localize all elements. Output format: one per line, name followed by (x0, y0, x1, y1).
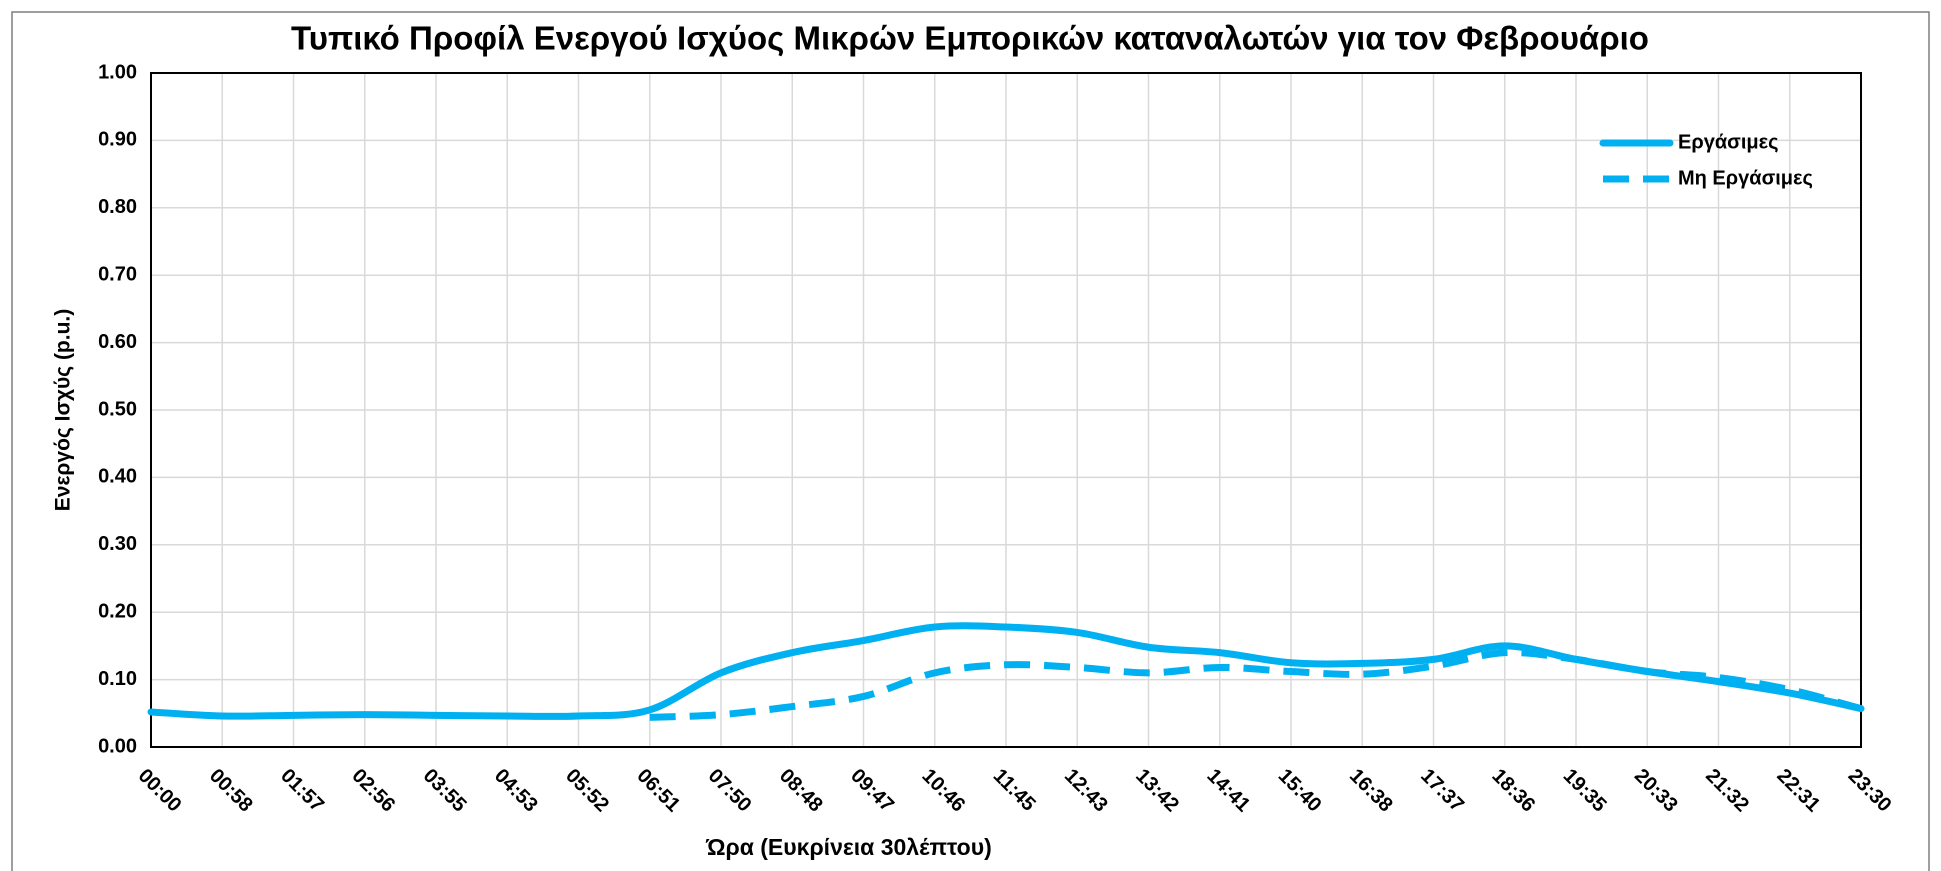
x-tick-label: 07:50 (704, 765, 756, 817)
x-tick-label: 12:43 (1060, 765, 1112, 817)
y-tick-label: 0.90 (98, 129, 137, 151)
chart-title: Τυπικό Προφίλ Ενεργού Ισχύος Μικρών Εμπο… (291, 20, 1649, 57)
y-tick-label: 0.60 (98, 331, 137, 353)
x-tick-label: 08:48 (775, 765, 827, 817)
y-tick-label: 0.10 (98, 668, 137, 690)
x-tick-label: 19:35 (1559, 765, 1611, 817)
x-tick-label: 13:42 (1131, 765, 1183, 817)
legend-label: Εργάσιμες (1678, 131, 1779, 153)
chart-border (11, 11, 1930, 871)
x-tick-label: 05:52 (561, 765, 613, 817)
x-tick-label: 04:53 (490, 765, 542, 817)
plot-frame (150, 72, 1862, 748)
x-tick-label: 00:00 (134, 765, 186, 817)
x-tick-label: 09:47 (846, 765, 898, 817)
y-tick-label: 0.20 (98, 600, 137, 622)
x-tick-label: 03:55 (419, 765, 471, 817)
y-tick-label: 0.00 (98, 735, 137, 757)
x-tick-label: 00:58 (205, 765, 257, 817)
x-tick-label: 11:45 (989, 765, 1040, 816)
x-tick-label: 14:41 (1202, 765, 1254, 817)
y-tick-label: 0.80 (98, 196, 137, 218)
x-tick-label: 17:37 (1416, 765, 1468, 817)
y-tick-label: 0.40 (98, 466, 137, 488)
y-tick-label: 0.70 (98, 263, 137, 285)
x-tick-label: 23:30 (1844, 765, 1896, 817)
x-tick-label: 02:56 (347, 765, 399, 817)
x-tick-label: 20:33 (1630, 765, 1682, 817)
series-line (649, 648, 1862, 721)
x-tick-label: 15:40 (1274, 765, 1326, 817)
x-tick-label: 18:36 (1487, 765, 1539, 817)
x-axis-title: Ώρα (Ευκρίνεια 30λέπτου) (705, 834, 992, 860)
x-tick-label: 21:32 (1701, 765, 1753, 817)
x-tick-label: 10:46 (917, 765, 969, 817)
x-tick-label: 01:57 (276, 765, 328, 817)
legend-label: Μη Εργάσιμες (1678, 167, 1813, 189)
y-axis-title: Ενεργός Ισχύς (p.u.) (52, 309, 75, 511)
x-tick-label: 16:38 (1345, 765, 1397, 817)
y-tick-label: 1.00 (98, 61, 137, 83)
y-tick-label: 0.50 (98, 398, 137, 420)
x-tick-label: 06:51 (632, 765, 684, 817)
y-tick-label: 0.30 (98, 533, 137, 555)
x-tick-label: 22:31 (1772, 765, 1824, 817)
